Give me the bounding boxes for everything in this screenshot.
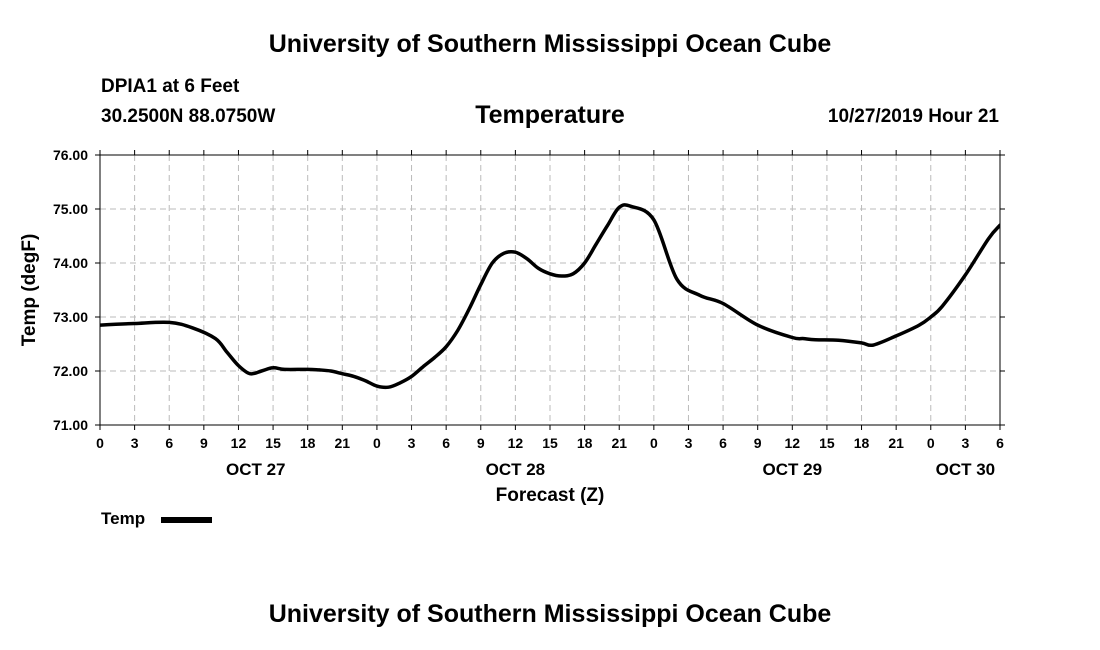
x-tick-label: 3 (961, 435, 969, 451)
y-tick-label: 75.00 (53, 201, 88, 217)
x-tick-label: 21 (335, 435, 351, 451)
x-tick-label: 18 (300, 435, 316, 451)
x-date-label: OCT 30 (936, 460, 996, 479)
station-label: DPIA1 at 6 Feet (101, 76, 240, 97)
y-tick-label: 74.00 (53, 255, 88, 271)
x-tick-label: 0 (373, 435, 381, 451)
chart-title: Temperature (475, 101, 625, 129)
x-tick-label: 15 (542, 435, 558, 451)
x-tick-label: 6 (996, 435, 1004, 451)
tick-layer: 71.00 72.00 73.00 74.00 75.00 76.00 0 3 6 9 12 15 18… (53, 147, 1005, 479)
x-tick-label: 0 (96, 435, 104, 451)
series-temp-line (100, 203, 1000, 390)
x-date-label: OCT 29 (763, 460, 823, 479)
x-tick-label: 21 (888, 435, 904, 451)
legend-label: Temp (101, 509, 146, 528)
x-axis-label: Forecast (Z) (496, 485, 605, 506)
x-tick-label: 15 (819, 435, 835, 451)
x-tick-label: 6 (719, 435, 727, 451)
x-tick-label: 12 (785, 435, 801, 451)
y-tick-label: 72.00 (53, 363, 88, 379)
x-date-label: OCT 27 (226, 460, 286, 479)
x-tick-label: 3 (408, 435, 416, 451)
bottom-title: University of Southern Mississippi Ocean… (268, 600, 832, 628)
x-date-label: OCT 28 (486, 460, 546, 479)
x-tick-label: 21 (611, 435, 627, 451)
x-tick-label: 6 (165, 435, 173, 451)
x-tick-label: 12 (231, 435, 247, 451)
x-tick-label: 6 (442, 435, 450, 451)
x-tick-label: 3 (131, 435, 139, 451)
x-tick-label: 18 (854, 435, 870, 451)
x-tick-label: 9 (754, 435, 762, 451)
y-axis-label: Temp (degF) (19, 234, 40, 347)
y-tick-label: 71.00 (53, 417, 88, 433)
datetime-label: 10/27/2019 Hour 21 (827, 106, 999, 127)
x-tick-label: 15 (265, 435, 281, 451)
legend-line-swatch (161, 517, 212, 523)
x-tick-label: 18 (577, 435, 593, 451)
x-tick-label: 9 (477, 435, 485, 451)
x-tick-label: 3 (685, 435, 693, 451)
x-tick-label: 0 (650, 435, 658, 451)
x-tick-label: 0 (927, 435, 935, 451)
x-tick-label: 9 (200, 435, 208, 451)
y-tick-label: 76.00 (53, 147, 88, 163)
grid-layer (100, 155, 1000, 425)
top-title: University of Southern Mississippi Ocean… (268, 30, 832, 58)
coordinates-label: 30.2500N 88.0750W (101, 106, 276, 127)
x-tick-label: 12 (508, 435, 524, 451)
y-tick-label: 73.00 (53, 309, 88, 325)
